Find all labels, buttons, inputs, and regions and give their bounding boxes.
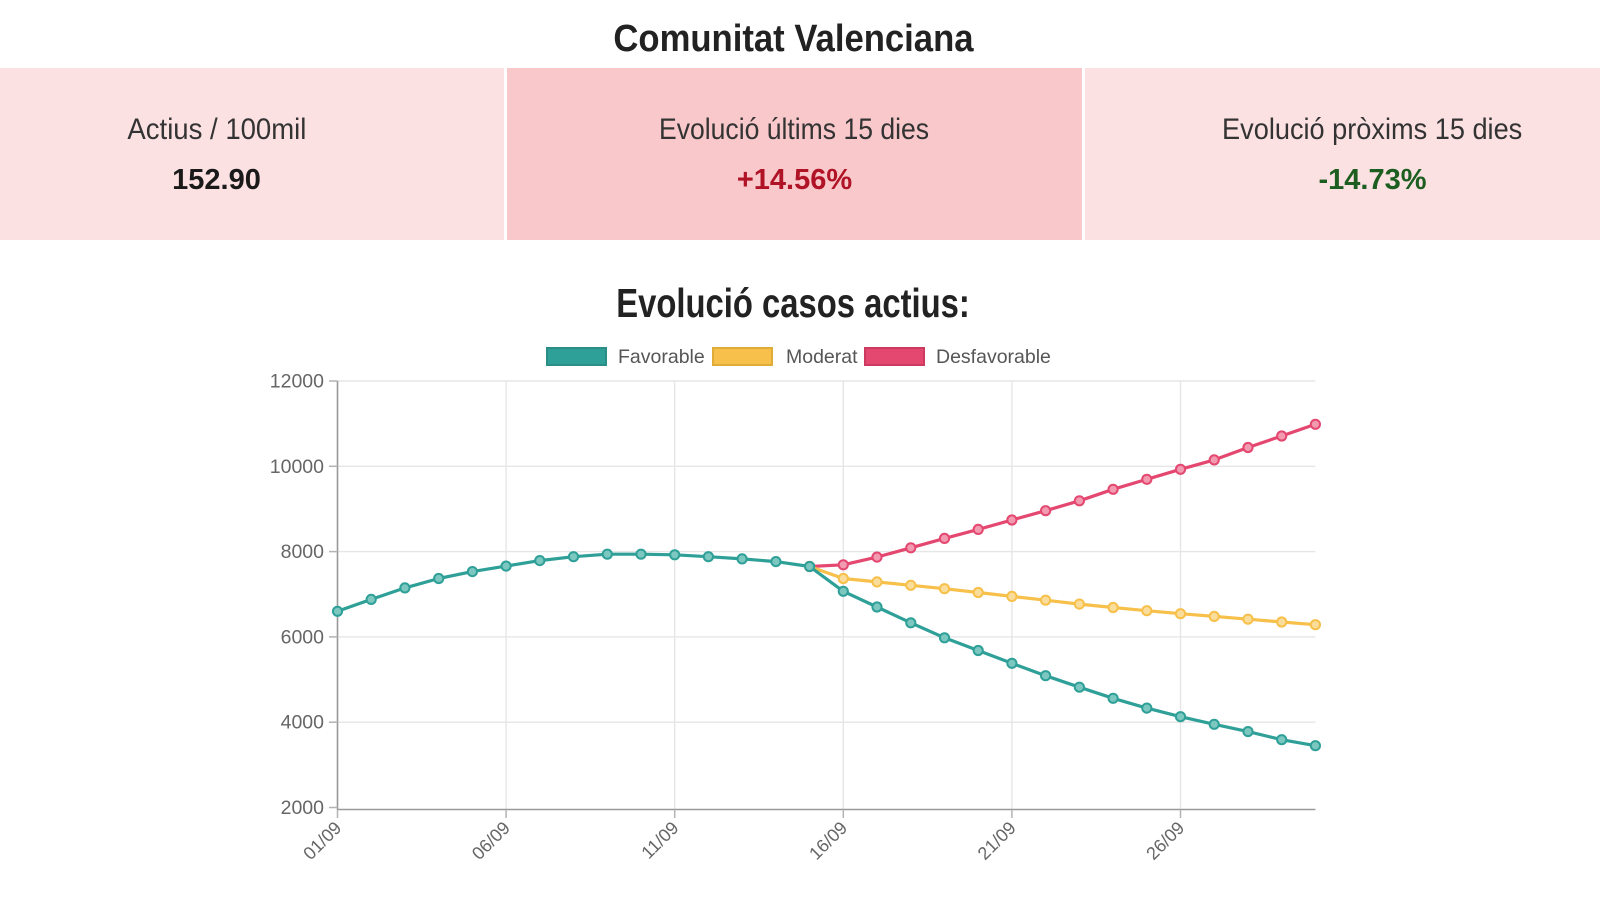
svg-text:6000: 6000 (281, 626, 325, 648)
svg-text:06/09: 06/09 (468, 818, 514, 864)
svg-text:26/09: 26/09 (1142, 818, 1188, 864)
svg-text:12000: 12000 (270, 371, 324, 393)
svg-text:10000: 10000 (270, 456, 324, 478)
svg-text:8000: 8000 (281, 541, 325, 563)
svg-text:4000: 4000 (281, 712, 325, 734)
svg-text:01/09: 01/09 (299, 818, 345, 864)
svg-text:2000: 2000 (281, 797, 325, 819)
svg-text:16/09: 16/09 (805, 818, 851, 864)
svg-text:21/09: 21/09 (974, 818, 1020, 864)
svg-text:11/09: 11/09 (637, 818, 682, 863)
